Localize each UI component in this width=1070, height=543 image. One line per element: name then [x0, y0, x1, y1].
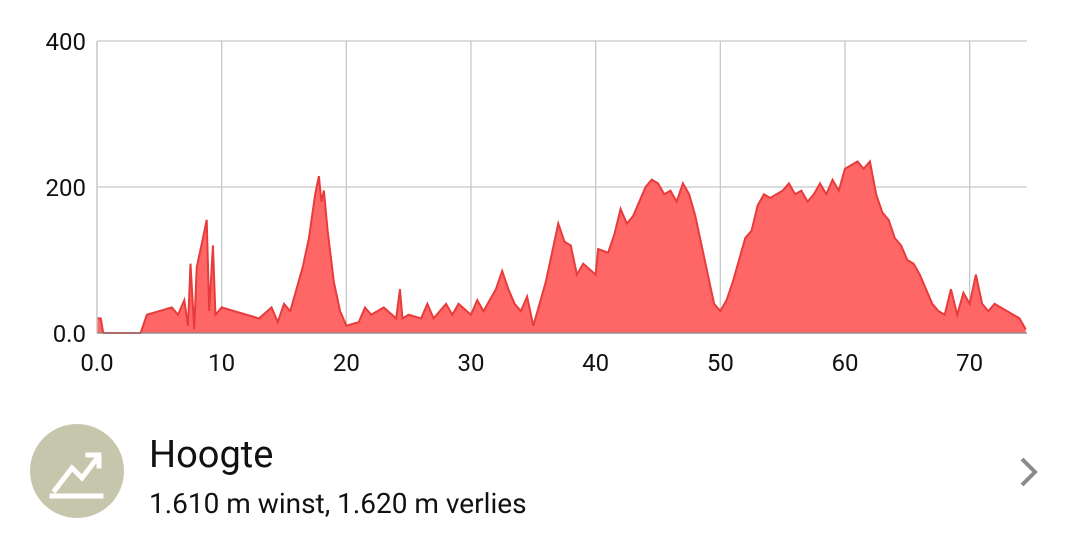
x-tick-label: 0.0: [80, 349, 113, 377]
y-tick-label: 0.0: [53, 320, 86, 348]
y-tick-label: 200: [46, 174, 86, 202]
area-fill: [97, 161, 1026, 333]
x-tick-label: 50: [707, 349, 734, 377]
x-tick-label: 30: [458, 349, 485, 377]
item-subtitle: 1.610 m winst, 1.620 m verlies: [149, 487, 527, 520]
x-tick-label: 70: [956, 349, 983, 377]
x-tick-label: 40: [582, 349, 609, 377]
elevation-chart: 0.0 200 400 0.0 10 20 30 40 50 60 70: [46, 28, 1027, 377]
chevron: [1020, 457, 1038, 487]
area-line: [97, 159, 1027, 334]
item-title: Hoogte: [149, 433, 273, 477]
trend-icon: [49, 452, 104, 499]
list-item[interactable]: Hoogte 1.610 m winst, 1.620 m verlies: [30, 424, 1038, 520]
x-tick-label: 20: [333, 349, 360, 377]
y-tick-label: 400: [46, 28, 86, 56]
x-tick-label: 60: [831, 349, 858, 377]
x-tick-label: 10: [208, 349, 235, 377]
